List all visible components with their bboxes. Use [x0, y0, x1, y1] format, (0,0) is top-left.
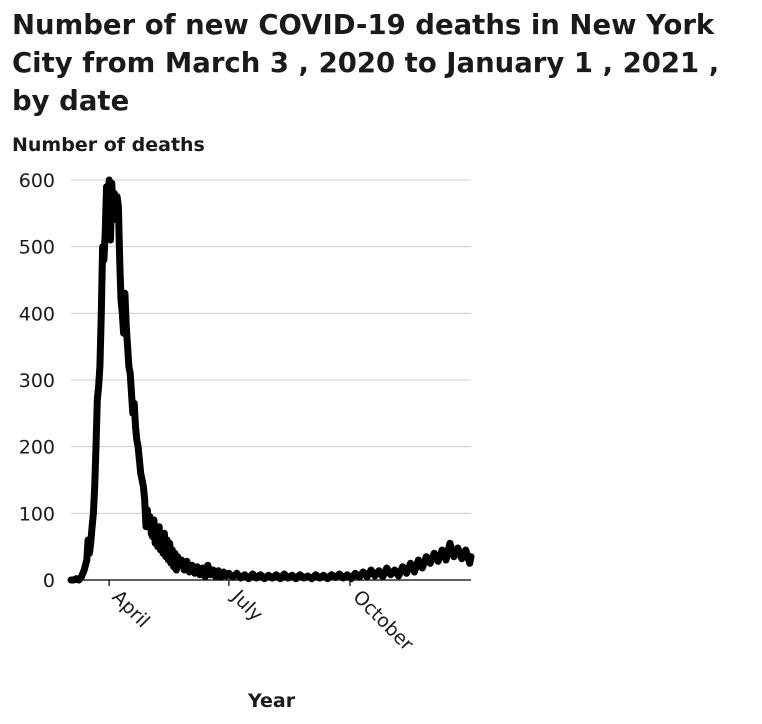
y-tick-label: 400: [19, 303, 55, 325]
data-line: [67, 176, 475, 584]
y-tick-label: 0: [43, 570, 55, 592]
y-tick-label: 300: [19, 370, 55, 392]
x-axis-ticks: April July October: [71, 579, 471, 655]
chart-title: Number of new COVID-19 deaths in New Yor…: [12, 9, 720, 117]
y-tick-label: 600: [19, 170, 55, 192]
y-tick-label: 200: [19, 437, 55, 459]
y-tick-label: 100: [19, 503, 55, 525]
x-axis-label: Year: [248, 690, 296, 712]
y-axis-label: Number of deaths: [12, 134, 205, 156]
x-tick-label: July: [227, 585, 267, 625]
x-tick-label: April: [108, 586, 154, 632]
x-tick-label: October: [348, 586, 417, 655]
y-axis-ticks: 0 100 200 300 400 500 600: [19, 170, 55, 592]
y-tick-label: 500: [19, 237, 55, 259]
series-deaths: [67, 176, 475, 584]
